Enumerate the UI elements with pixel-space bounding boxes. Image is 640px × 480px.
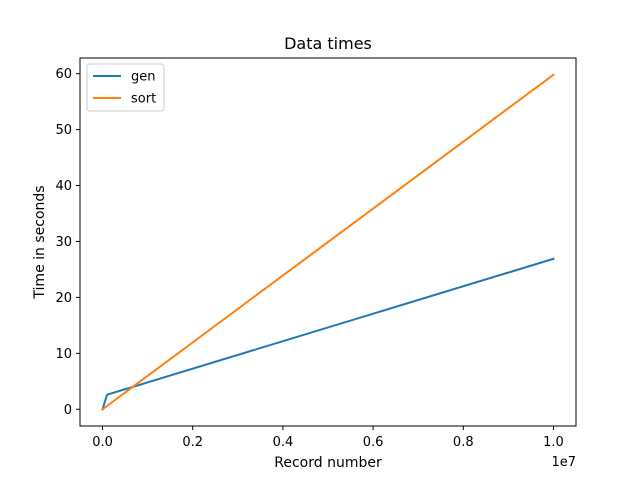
- axes-frame: [79, 57, 577, 427]
- y-tick-label: 30: [55, 235, 72, 250]
- x-axis-offset-text: 1e7: [551, 455, 576, 470]
- y-tick-label: 40: [55, 179, 72, 194]
- x-tick-label: 0.0: [92, 435, 113, 450]
- y-tick-label: 20: [55, 291, 72, 306]
- y-tick-label: 50: [55, 123, 72, 138]
- series-layer: [101, 73, 555, 411]
- y-tick-label: 0: [64, 403, 72, 418]
- x-tick-label: 0.4: [273, 435, 294, 450]
- chart-title: Data times: [284, 34, 372, 53]
- axes-layer: [79, 57, 577, 427]
- series-line-gen: [101, 257, 555, 411]
- y-axis-label: Time in seconds: [32, 185, 48, 299]
- x-tick-label: 0.6: [363, 435, 384, 450]
- legend: gen sort: [86, 63, 165, 112]
- series-line-sort: [101, 73, 555, 411]
- x-tick-label: 0.2: [182, 435, 203, 450]
- y-tick-label: 60: [55, 67, 72, 82]
- legend-entries: gen sort: [93, 70, 156, 107]
- x-tick-label: 1.0: [543, 435, 564, 450]
- x-tick-label: 0.8: [453, 435, 474, 450]
- legend-label-sort: sort: [131, 92, 156, 107]
- y-tick-label: 10: [55, 347, 72, 362]
- x-axis-label: Record number: [274, 455, 382, 471]
- ticks-layer: 0.0 0.2 0.4 0.6 0.8 1.0 0 10 20 30 40 50 60: [55, 67, 563, 450]
- legend-label-gen: gen: [131, 70, 156, 85]
